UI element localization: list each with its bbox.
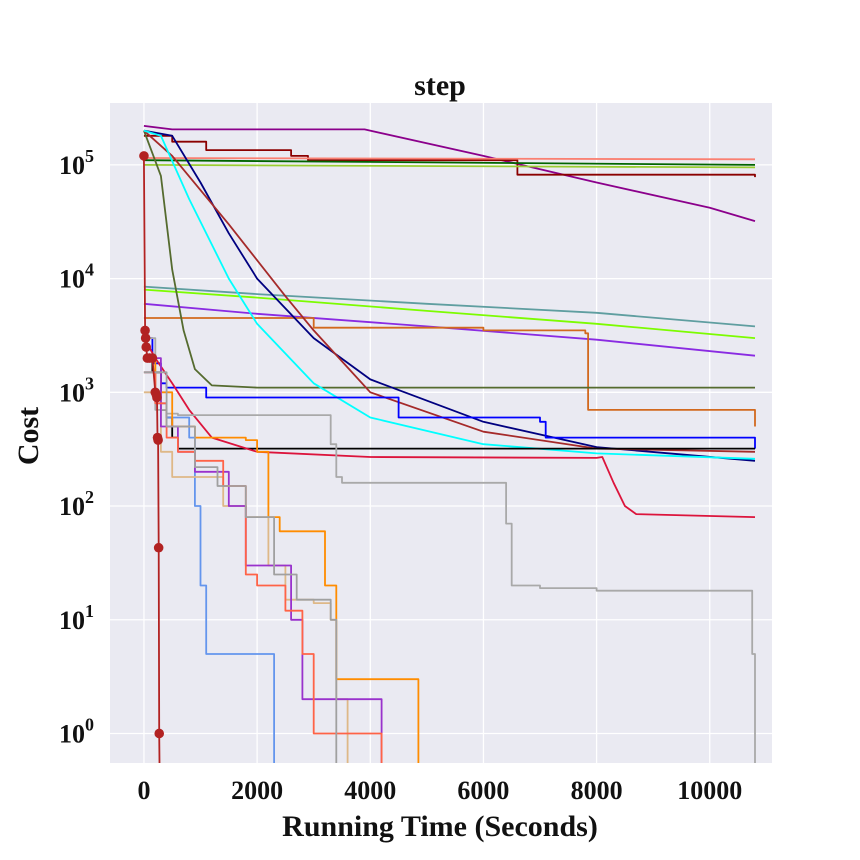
series-line-blueviolet [143,302,756,357]
series-line-crimson [143,337,756,518]
chart-title: step [414,69,466,102]
series-marker-firebrick [153,542,164,553]
series-line-lawngreen [143,288,756,339]
x-tick-label: 6000 [457,776,509,805]
y-tick-exponent: 4 [85,260,94,280]
y-tick-label: 104 [59,260,94,294]
x-tick-label: 2000 [231,776,283,805]
series-marker-firebrick [147,353,158,363]
series-line-cadetblue [143,285,756,328]
series-layer [143,125,756,763]
y-tick-exponent: 3 [85,373,94,393]
y-tick-base: 10 [59,265,85,294]
series-line-gray-step [143,371,338,763]
y-tick-label: 102 [59,487,94,521]
y-tick-label: 103 [59,373,94,407]
y-tick-exponent: 5 [85,146,94,166]
y-tick-label: 105 [59,146,94,180]
series-line-darkolivegreen [143,130,755,389]
series-marker-firebrick [154,728,165,739]
series-marker-firebrick [141,342,152,352]
y-tick-exponent: 1 [85,601,94,621]
y-tick-base: 10 [59,719,85,748]
grid-lines [110,103,772,763]
y-tick-base: 10 [59,492,85,521]
y-tick-base: 10 [59,606,85,635]
marker-layer [139,151,165,739]
series-line-yellowgreen-top [143,164,756,169]
x-axis-title: Running Time (Seconds) [282,810,598,843]
series-marker-firebrick [140,325,150,336]
series-line-darkred-top [143,134,756,178]
y-tick-label: 101 [59,601,94,635]
series-marker-firebrick [152,392,162,403]
series-line-darkgreen-top [143,159,756,166]
x-tick-label: 4000 [344,776,396,805]
series-marker-firebrick [153,435,163,445]
series-line-brown [143,129,756,453]
series-marker-firebrick [139,151,149,161]
series-line-darkorange [143,357,420,763]
y-tick-exponent: 0 [85,714,94,734]
series-line-purple [143,125,756,222]
x-tick-label: 0 [137,776,150,805]
x-axis-ticks: 0 2000 4000 6000 8000 10000 [137,776,742,805]
series-line-navy [143,129,756,462]
series-line-chocolate [143,317,756,427]
y-tick-base: 10 [59,151,85,180]
x-tick-label: 10000 [677,776,742,805]
series-line-tomato [143,371,383,763]
y-tick-base: 10 [59,378,85,407]
y-axis-title: Cost [12,407,45,465]
series-line-salmon-top [143,157,756,161]
series-marker-firebrick [140,333,151,343]
y-tick-label: 100 [59,714,94,748]
y-tick-exponent: 2 [85,487,94,507]
x-tick-label: 8000 [571,776,623,805]
